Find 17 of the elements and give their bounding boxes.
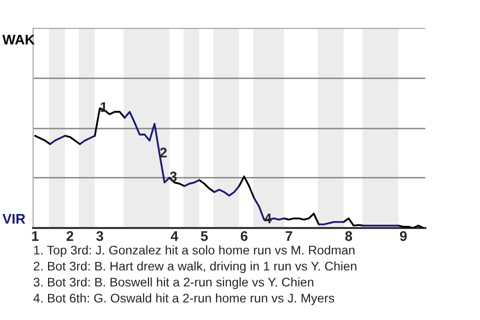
x-tick-label: 3: [96, 231, 104, 241]
x-tick-label: 2: [66, 231, 74, 241]
x-tick-label: 1: [32, 231, 39, 241]
x-tick-label: 4: [170, 231, 178, 241]
text: 1. Top 3rd: J. Gonzalez hit a solo home run vs M. Rodman: [34, 245, 354, 258]
text: VIR: [2, 214, 26, 224]
annotation: 2: [160, 148, 167, 158]
text: WAK: [2, 34, 35, 44]
x-tick-label: 8: [345, 231, 352, 241]
annotation: 3: [170, 172, 177, 182]
x-tick-label: 9: [400, 231, 407, 241]
text: 4. Bot 6th: G. Oswald hit a 2-run home run vs J. Myers: [33, 293, 334, 306]
x-tick-label: 6: [240, 231, 248, 241]
x-tick-label: 7: [286, 231, 292, 241]
text: 2. Bot 3rd: B. Hart drew a walk, driving in 1 run vs Y. Chien: [34, 261, 356, 274]
x-tick-label: 5: [200, 231, 208, 241]
text: 3. Bot 3rd: B. Boswell hit a 2-run single vs Y. Chien: [34, 277, 314, 290]
